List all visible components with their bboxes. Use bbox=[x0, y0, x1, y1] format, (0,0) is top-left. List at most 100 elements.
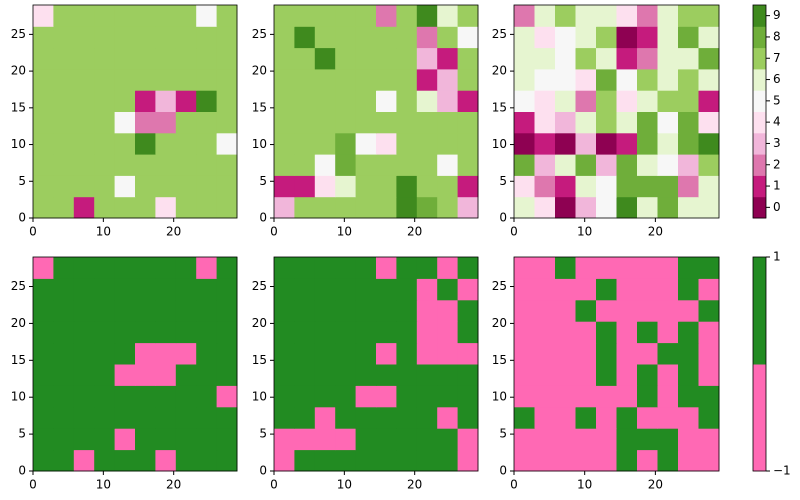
cell bbox=[657, 132, 679, 155]
cell bbox=[416, 196, 438, 219]
cell bbox=[596, 449, 617, 472]
cell bbox=[314, 342, 336, 365]
cell bbox=[294, 90, 316, 112]
cell bbox=[135, 257, 156, 279]
cell bbox=[196, 5, 218, 27]
cell bbox=[376, 111, 397, 134]
cell bbox=[575, 428, 597, 451]
cell bbox=[355, 132, 377, 155]
cell bbox=[416, 5, 438, 27]
cell bbox=[355, 90, 377, 112]
cell bbox=[637, 385, 658, 408]
cell bbox=[514, 5, 535, 27]
y-tick-label: 20 bbox=[252, 64, 267, 78]
cell bbox=[355, 47, 377, 70]
cell bbox=[596, 428, 617, 451]
cell bbox=[657, 175, 679, 198]
cell bbox=[33, 385, 54, 408]
cell bbox=[135, 196, 156, 219]
cell bbox=[657, 5, 679, 27]
cell bbox=[274, 132, 295, 155]
cell bbox=[396, 90, 418, 112]
cell bbox=[514, 68, 535, 91]
cell bbox=[534, 257, 556, 279]
cell bbox=[396, 196, 418, 219]
cell bbox=[657, 321, 679, 344]
y-tick-label: 25 bbox=[492, 27, 507, 41]
cell bbox=[376, 132, 397, 155]
cell bbox=[376, 342, 397, 365]
cell bbox=[314, 299, 336, 322]
cell bbox=[274, 90, 295, 112]
cell bbox=[53, 428, 75, 451]
cell bbox=[53, 406, 75, 429]
cell bbox=[73, 68, 95, 91]
cell bbox=[514, 385, 535, 408]
cell bbox=[94, 196, 116, 219]
cell bbox=[94, 5, 116, 27]
cell bbox=[596, 154, 617, 176]
cell bbox=[616, 175, 638, 198]
cell bbox=[678, 132, 699, 155]
cell bbox=[534, 111, 556, 134]
cell bbox=[216, 5, 238, 27]
cell bbox=[155, 342, 177, 365]
cell bbox=[335, 449, 357, 472]
cell bbox=[616, 26, 638, 49]
cell bbox=[314, 5, 336, 27]
cell bbox=[73, 26, 95, 49]
cell bbox=[698, 257, 720, 279]
cell bbox=[196, 154, 218, 176]
cell bbox=[396, 321, 418, 344]
cell bbox=[534, 175, 556, 198]
cell bbox=[555, 406, 576, 429]
cell bbox=[698, 47, 720, 70]
cell bbox=[698, 385, 720, 408]
colorbar-tick-label: 8 bbox=[773, 29, 781, 43]
cell bbox=[135, 132, 156, 155]
cell bbox=[216, 406, 238, 429]
colorbar-tick-label: 1 bbox=[773, 179, 781, 193]
cell bbox=[457, 449, 479, 472]
cell bbox=[396, 257, 418, 279]
cell bbox=[416, 278, 438, 301]
cell bbox=[216, 299, 238, 322]
cell bbox=[616, 111, 638, 134]
cell bbox=[274, 111, 295, 134]
cell bbox=[678, 196, 699, 219]
cell bbox=[216, 278, 238, 301]
cell bbox=[94, 132, 116, 155]
cell bbox=[555, 364, 576, 386]
cell bbox=[216, 257, 238, 279]
cell bbox=[376, 321, 397, 344]
cell bbox=[616, 385, 638, 408]
cell bbox=[457, 90, 479, 112]
colorbar-frame bbox=[752, 4, 767, 219]
cell bbox=[396, 132, 418, 155]
cell bbox=[135, 47, 156, 70]
cell bbox=[314, 428, 336, 451]
cell bbox=[294, 385, 316, 408]
cell bbox=[314, 47, 336, 70]
cell bbox=[155, 175, 177, 198]
cell bbox=[314, 196, 336, 219]
cell bbox=[155, 299, 177, 322]
cell bbox=[335, 90, 357, 112]
cell bbox=[355, 257, 377, 279]
cell bbox=[73, 428, 95, 451]
cell bbox=[555, 154, 576, 176]
cell bbox=[196, 111, 218, 134]
y-tick-label: 15 bbox=[11, 100, 26, 114]
colorbar-tick-label: 4 bbox=[773, 115, 781, 129]
cell bbox=[73, 342, 95, 365]
cell bbox=[575, 68, 597, 91]
cell bbox=[135, 406, 156, 429]
axes-frame bbox=[273, 256, 479, 472]
cell bbox=[534, 428, 556, 451]
cell bbox=[33, 90, 54, 112]
cell bbox=[637, 111, 658, 134]
cell bbox=[616, 68, 638, 91]
cell bbox=[575, 342, 597, 365]
cell bbox=[94, 278, 116, 301]
